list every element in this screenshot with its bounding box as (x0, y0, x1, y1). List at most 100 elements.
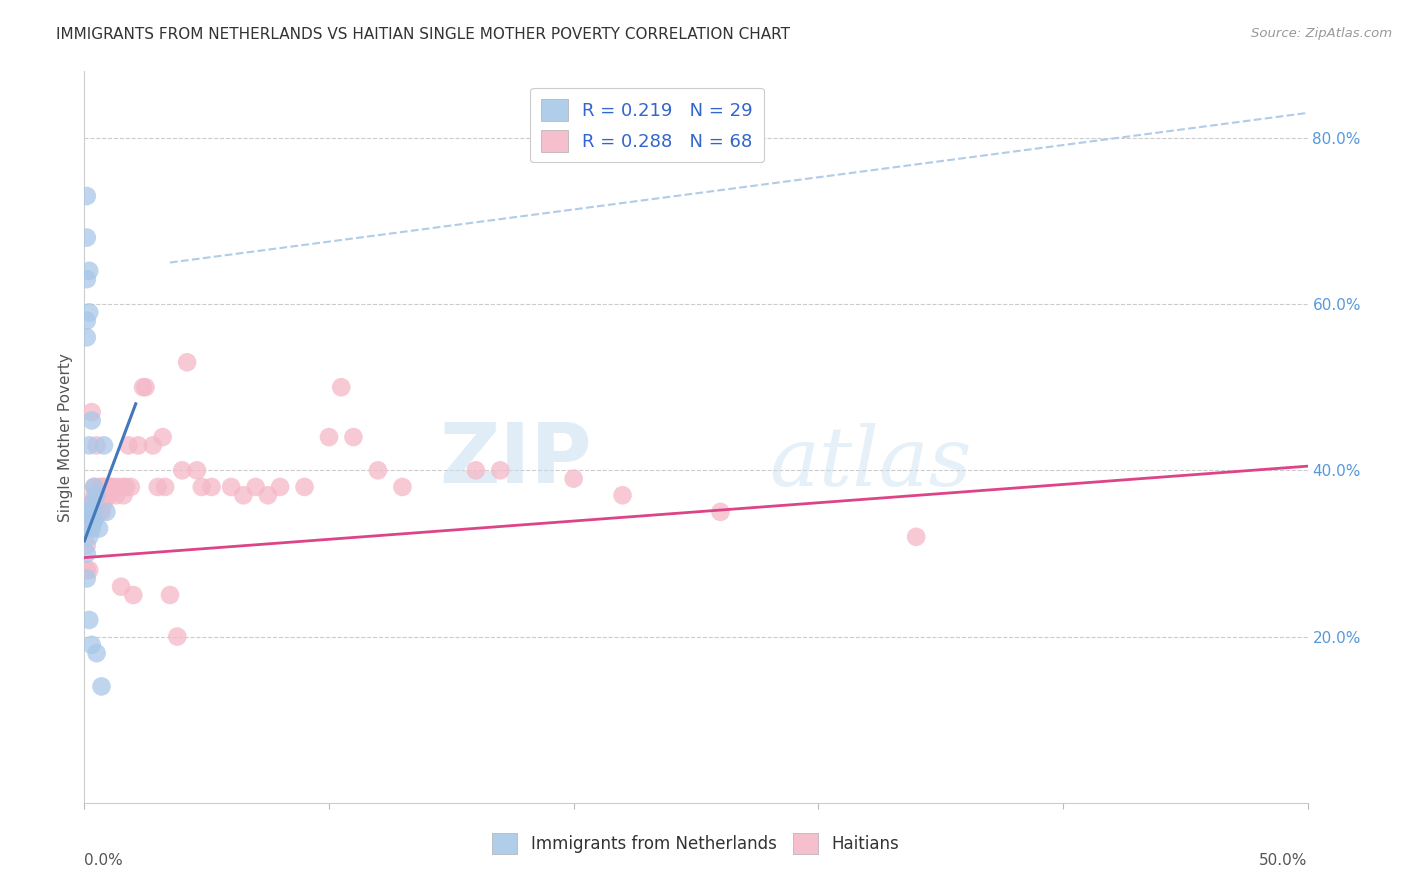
Point (905, 530, 928, 544)
Point (172, 463, 194, 477)
Point (132, 380, 155, 394)
Point (186, 463, 208, 477)
Point (191, 480, 214, 494)
Point (105, 488, 128, 502)
Point (93, 497, 115, 511)
Point (83, 488, 105, 502)
Point (83, 505, 105, 519)
Point (342, 430, 364, 444)
Point (166, 630, 188, 644)
Point (152, 430, 174, 444)
Point (97, 480, 120, 494)
Point (112, 480, 135, 494)
Point (90, 505, 112, 519)
Point (76, 505, 98, 519)
Point (77, 305, 100, 319)
Point (107, 480, 129, 494)
Point (612, 488, 634, 502)
Point (93, 480, 115, 494)
Point (76, 521, 98, 535)
Point (76, 538, 98, 552)
Point (709, 505, 731, 519)
Point (391, 480, 413, 494)
Point (77, 530, 100, 544)
Text: IMMIGRANTS FROM NETHERLANDS VS HAITIAN SINGLE MOTHER POVERTY CORRELATION CHART: IMMIGRANTS FROM NETHERLANDS VS HAITIAN S… (56, 27, 790, 42)
Point (83, 480, 105, 494)
Point (77, 497, 100, 511)
Point (367, 463, 389, 477)
Point (87, 488, 110, 502)
Text: Source: ZipAtlas.com: Source: ZipAtlas.com (1251, 27, 1392, 40)
Point (76, 189, 98, 203)
Point (77, 563, 100, 577)
Point (153, 480, 176, 494)
Point (318, 430, 340, 444)
Point (87, 480, 110, 494)
Point (142, 438, 165, 452)
Point (93, 438, 115, 452)
Point (122, 588, 145, 602)
Point (76, 330, 98, 344)
Point (257, 488, 280, 502)
Point (80, 638, 103, 652)
Point (96, 488, 118, 502)
Point (76, 314, 98, 328)
Point (83, 513, 105, 527)
Point (76, 230, 98, 244)
Point (76, 571, 98, 585)
Point (159, 588, 181, 602)
Point (80, 413, 103, 427)
Point (269, 480, 291, 494)
Point (100, 480, 122, 494)
Point (112, 488, 135, 502)
Point (77, 613, 100, 627)
Point (80, 513, 103, 527)
Point (76, 563, 98, 577)
Point (86, 488, 108, 502)
Point (80, 405, 103, 419)
Point (76, 546, 98, 560)
Point (200, 480, 222, 494)
Text: atlas: atlas (769, 423, 972, 503)
Point (80, 505, 103, 519)
Point (110, 580, 132, 594)
Point (77, 438, 100, 452)
Point (464, 463, 486, 477)
Point (77, 505, 100, 519)
Text: ZIP: ZIP (440, 418, 592, 500)
Point (86, 646, 108, 660)
Point (127, 438, 149, 452)
Point (77, 513, 100, 527)
Point (176, 355, 198, 369)
Point (117, 438, 139, 452)
Legend: Immigrants from Netherlands, Haitians: Immigrants from Netherlands, Haitians (486, 827, 905, 860)
Y-axis label: Single Mother Poverty: Single Mother Poverty (58, 352, 73, 522)
Point (76, 513, 98, 527)
Point (90, 480, 112, 494)
Point (97, 488, 120, 502)
Point (76, 272, 98, 286)
Point (80, 497, 103, 511)
Point (489, 463, 512, 477)
Point (86, 488, 108, 502)
Point (103, 480, 125, 494)
Point (294, 480, 316, 494)
Point (120, 480, 142, 494)
Point (219, 480, 242, 494)
Point (96, 505, 118, 519)
Point (232, 488, 254, 502)
Point (77, 264, 100, 278)
Point (330, 380, 353, 394)
Point (80, 521, 103, 535)
Point (80, 497, 103, 511)
Point (562, 472, 585, 486)
Point (76, 521, 98, 535)
Point (90, 680, 112, 694)
Point (83, 480, 105, 494)
Point (146, 480, 169, 494)
Point (83, 513, 105, 527)
Text: 0.0%: 0.0% (84, 853, 124, 868)
Point (115, 480, 138, 494)
Point (87, 521, 110, 535)
Text: 50.0%: 50.0% (1260, 853, 1308, 868)
